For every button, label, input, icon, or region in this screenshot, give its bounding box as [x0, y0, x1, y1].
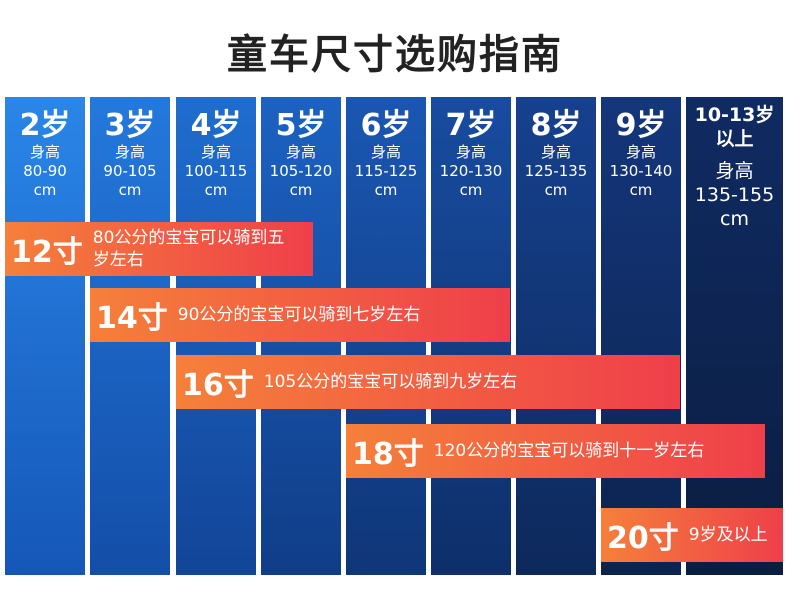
size-description: 90公分的宝宝可以骑到七岁左右: [177, 305, 421, 325]
size-description: 9岁及以上: [688, 525, 768, 545]
size-bar: 12寸 80公分的宝宝可以骑到五岁左右: [5, 222, 313, 276]
size-description: 105公分的宝宝可以骑到九岁左右: [263, 372, 518, 392]
height-label: 身高: [455, 143, 486, 161]
age-column: 2岁 身高 80-90 cm: [5, 97, 85, 575]
spacer: [686, 151, 783, 159]
height-range: 120-130: [439, 162, 503, 180]
height-unit: cm: [629, 181, 653, 199]
age-column: 9岁 身高 130-140 cm: [601, 97, 681, 575]
height-unit: cm: [289, 181, 313, 199]
height-range: 90-105: [103, 162, 157, 180]
wheel-size: 12寸: [11, 235, 83, 270]
height-label: 身高: [715, 160, 754, 182]
age-label: 10-13岁: [694, 104, 775, 126]
height-range: 80-90: [23, 162, 67, 180]
height-range: 100-115: [184, 162, 248, 180]
height-unit: cm: [544, 181, 568, 199]
wheel-size: 16寸: [182, 368, 254, 403]
height-range: 130-140: [609, 162, 673, 180]
wheel-size: 20寸: [607, 521, 679, 556]
height-unit: cm: [118, 181, 142, 199]
size-bar: 16寸 105公分的宝宝可以骑到九岁左右: [176, 355, 680, 409]
age-label: 4岁: [190, 108, 242, 143]
height-unit: cm: [204, 181, 228, 199]
wheel-size: 18寸: [352, 437, 424, 472]
height-label: 身高: [370, 143, 401, 161]
height-label: 身高: [200, 143, 231, 161]
wheel-size: 14寸: [96, 301, 168, 336]
age-label: 9岁: [615, 108, 667, 143]
height-label: 身高: [540, 143, 571, 161]
height-unit: cm: [33, 181, 57, 199]
size-description: 120公分的宝宝可以骑到十一岁左右: [433, 441, 705, 461]
height-range: 125-135: [524, 162, 588, 180]
age-label: 5岁: [275, 108, 327, 143]
age-note: 以上: [715, 128, 754, 150]
height-label: 身高: [625, 143, 656, 161]
size-bar: 20寸 9岁及以上: [601, 508, 783, 562]
age-label: 7岁: [445, 108, 497, 143]
size-bar: 14寸 90公分的宝宝可以骑到七岁左右: [90, 288, 510, 342]
height-range: 105-120: [269, 162, 333, 180]
title: 童车尺寸选购指南: [227, 32, 563, 78]
height-label: 身高: [29, 143, 60, 161]
height-label: 身高: [114, 143, 145, 161]
age-label: 6岁: [360, 108, 412, 143]
age-label: 8岁: [530, 108, 582, 143]
age-column: 10-13岁 以上身高 135-155 cm: [686, 97, 783, 575]
height-unit: cm: [720, 208, 749, 230]
age-label: 2岁: [19, 108, 71, 143]
age-label: 3岁: [104, 108, 156, 143]
height-unit: cm: [459, 181, 483, 199]
height-range: 135-155: [694, 184, 775, 206]
age-column: 8岁 身高 125-135 cm: [516, 97, 596, 575]
size-bar: 18寸 120公分的宝宝可以骑到十一岁左右: [346, 424, 765, 478]
height-unit: cm: [374, 181, 398, 199]
size-description: 80公分的宝宝可以骑到五岁左右: [92, 228, 285, 270]
height-label: 身高: [285, 143, 316, 161]
height-range: 115-125: [354, 162, 418, 180]
